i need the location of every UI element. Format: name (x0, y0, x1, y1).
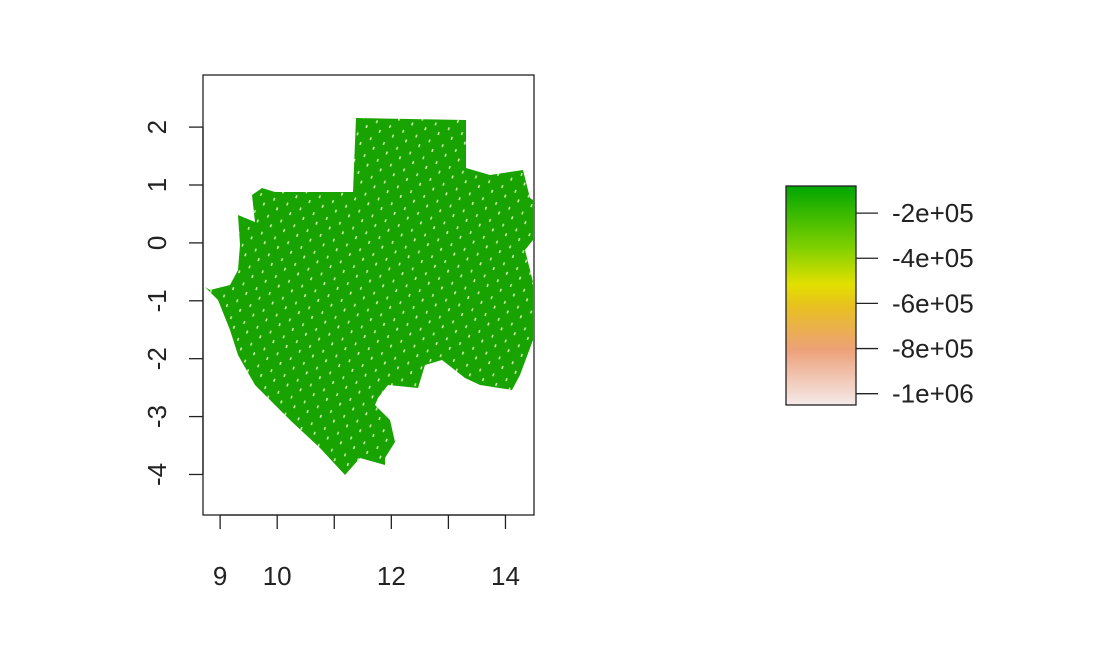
legend-ticks: -2e+05 -4e+05 -6e+05 -8e+05 -1e+06 (856, 198, 974, 409)
legend-tick-label: -8e+05 (892, 334, 974, 364)
legend-tick-label: -2e+05 (892, 198, 974, 228)
legend-color-bar (785, 185, 857, 406)
y-tick-label: -2 (142, 347, 172, 370)
legend-tick-label: -6e+05 (892, 288, 974, 318)
x-tick-label: 10 (263, 561, 292, 591)
x-tick-label: 9 (213, 561, 227, 591)
y-tick-label: 0 (142, 236, 172, 250)
y-tick-label: -3 (142, 405, 172, 428)
x-tick-label: 14 (491, 561, 520, 591)
legend-tick-label: -4e+05 (892, 243, 974, 273)
y-tick-label: 2 (142, 120, 172, 134)
y-tick-label: 1 (142, 178, 172, 192)
y-tick-label: -4 (142, 463, 172, 486)
y-axis: 2 1 0 -1 -2 -3 -4 (142, 120, 204, 486)
x-tick-label: 12 (377, 561, 406, 591)
x-axis: 9 10 12 14 (213, 514, 520, 591)
gabon-region (205, 118, 533, 475)
legend-tick-label: -1e+06 (892, 379, 974, 409)
y-tick-label: -1 (142, 289, 172, 312)
